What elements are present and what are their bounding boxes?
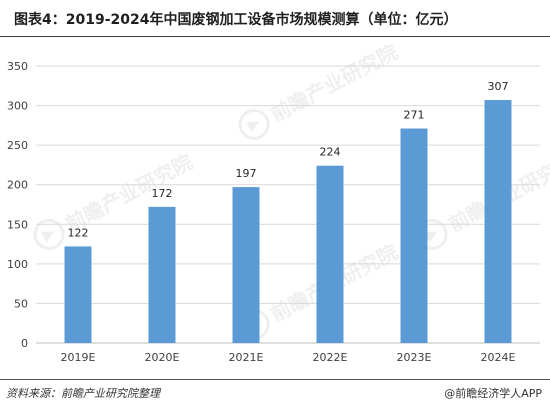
bar-chart: 前瞻产业研究院前瞻产业研究院前瞻产业研究院前瞻产业研究院 0 50 100 150 20… <box>7 40 550 364</box>
data-label: 197 <box>236 167 257 180</box>
y-tick-label: 300 <box>7 100 28 113</box>
y-tick-label: 200 <box>7 179 28 192</box>
data-label: 224 <box>320 146 341 159</box>
watermark-text: 前瞻产业研究院 <box>267 40 402 127</box>
bar <box>64 246 92 343</box>
watermark-text: 前瞻产业研究院 <box>62 150 197 237</box>
watermark-mark: 前瞻产业研究院 <box>238 40 402 140</box>
title-divider <box>0 36 550 37</box>
y-tick-label: 0 <box>21 337 28 350</box>
data-label: 172 <box>152 187 173 200</box>
x-tick-label: 2020E <box>145 351 180 364</box>
qianzhan-logo-arrow-icon <box>245 121 260 133</box>
data-label: 271 <box>404 109 425 122</box>
bar <box>316 165 344 343</box>
data-label: 307 <box>488 80 509 93</box>
y-tick-label: 100 <box>7 258 28 271</box>
y-axis-ticks: 0 50 100 150 200 250 300 350 <box>7 60 28 350</box>
x-tick-label: 2022E <box>313 351 348 364</box>
bar <box>400 128 428 343</box>
watermark-mark: 前瞻产业研究院 <box>416 150 550 250</box>
x-tick-label: 2023E <box>397 351 432 364</box>
bar <box>232 187 260 343</box>
y-tick-label: 150 <box>7 218 28 231</box>
watermark: 前瞻产业研究院前瞻产业研究院前瞻产业研究院前瞻产业研究院 <box>33 40 550 340</box>
x-tick-label: 2024E <box>481 351 516 364</box>
gridlines <box>36 65 540 344</box>
bars <box>64 100 512 343</box>
y-tick-label: 50 <box>14 297 28 310</box>
y-tick-label: 250 <box>7 139 28 152</box>
y-tick-label: 350 <box>7 60 28 73</box>
brand-credit: @前瞻经济学人APP <box>444 387 542 400</box>
x-tick-label: 2021E <box>229 351 264 364</box>
qianzhan-logo-arrow-icon <box>40 231 55 243</box>
bar <box>148 206 176 343</box>
chart-title: 图表4：2019-2024年中国废钢加工设备市场规模测算（单位：亿元） <box>14 12 458 28</box>
qianzhan-logo-icon <box>238 108 270 140</box>
bar <box>484 100 512 343</box>
data-label: 122 <box>68 226 89 239</box>
x-axis-ticks: 2019E 2020E 2021E 2022E 2023E 2024E <box>61 351 516 364</box>
x-tick-label: 2019E <box>61 351 96 364</box>
qianzhan-logo-icon <box>33 218 65 250</box>
footer-divider <box>0 379 550 380</box>
data-labels: 122 172 197 224 271 307 <box>68 80 509 239</box>
source-note: 资料来源：前瞻产业研究院整理 <box>6 387 160 400</box>
